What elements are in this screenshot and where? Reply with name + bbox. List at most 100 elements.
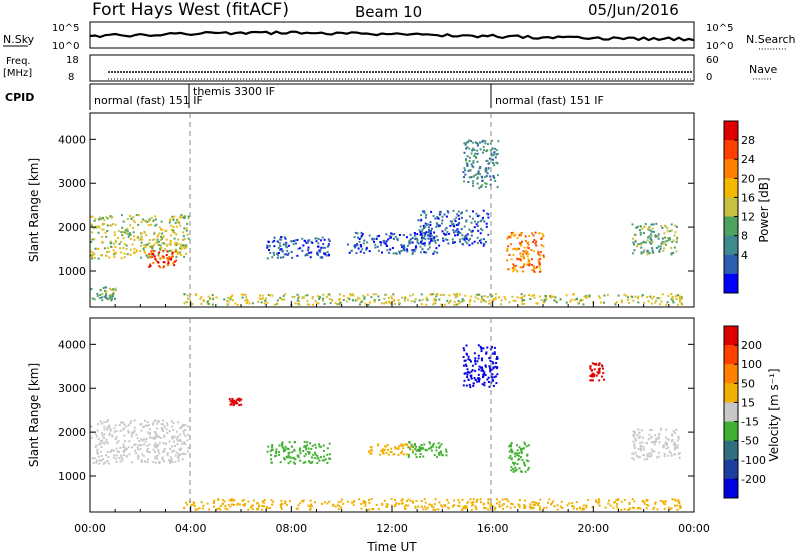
echo-cell [473, 149, 476, 151]
echo-cell [318, 249, 321, 252]
echo-cell [106, 224, 109, 227]
echo-cell [150, 216, 153, 219]
echo-cell [90, 250, 93, 253]
echo-cell [489, 370, 492, 373]
echo-cell [413, 232, 416, 234]
echo-cell [458, 501, 461, 504]
echo-cell [390, 447, 393, 450]
echo-cell [642, 446, 645, 449]
echo-cell [479, 141, 481, 144]
echo-cell [640, 246, 643, 249]
echo-cell [651, 297, 654, 300]
echo-cell [109, 429, 112, 432]
echo-cell [522, 253, 525, 256]
echo-cell [532, 240, 535, 243]
echo-cell [453, 218, 456, 221]
echo-cell [346, 243, 349, 246]
echo-cell [186, 503, 189, 506]
echo-cell [477, 373, 480, 376]
echo-cell [326, 251, 329, 254]
echo-cell [168, 243, 171, 245]
echo-cell [163, 434, 166, 437]
echo-cell [639, 229, 641, 232]
echo-cell [533, 270, 536, 273]
echo-cell [419, 251, 422, 254]
echo-cell [115, 457, 118, 460]
echo-cell [360, 503, 363, 506]
echo-cell [328, 453, 331, 456]
echo-cell [97, 257, 100, 260]
echo-cell [597, 368, 600, 371]
echo-cell [169, 243, 172, 246]
echo-cell [368, 508, 371, 511]
echo-cell [162, 451, 165, 453]
echo-cell [568, 502, 571, 505]
echo-cell [174, 444, 177, 447]
echo-cell [286, 447, 289, 450]
echo-cell [186, 301, 188, 304]
echo-cell [473, 155, 476, 158]
echo-cell [602, 367, 604, 370]
echo-cell [623, 293, 626, 296]
echo-cell [654, 434, 657, 437]
echo-cell [423, 244, 426, 247]
echo-cell [304, 446, 307, 449]
echo-cell [469, 237, 472, 240]
echo-cell [396, 447, 399, 450]
echo-cell [296, 299, 299, 302]
echo-cell [409, 241, 412, 244]
echo-cell [156, 422, 159, 425]
echo-cell [303, 440, 306, 443]
echo-cell [537, 504, 540, 506]
echo-cell [405, 453, 408, 456]
echo-cell [519, 266, 522, 269]
echo-cell [380, 244, 383, 247]
echo-cell [537, 250, 540, 253]
echo-cell [492, 379, 495, 382]
echo-cell [463, 167, 466, 170]
echo-cell [415, 456, 418, 459]
echo-cell [162, 236, 165, 239]
echo-cell [539, 498, 542, 501]
echo-cell [251, 504, 253, 507]
echo-cell [132, 226, 135, 229]
echo-cell [461, 211, 463, 214]
echo-cell [174, 250, 177, 253]
echo-cell [597, 498, 600, 501]
echo-cell [180, 248, 183, 251]
echo-cell [538, 232, 541, 235]
echo-cell [432, 237, 435, 240]
echo-cell [411, 500, 414, 503]
echo-cell [373, 240, 375, 243]
echo-cell [448, 232, 451, 235]
echo-cell [485, 507, 487, 510]
nave-tick-top: 60 [706, 55, 719, 66]
echo-cell [670, 293, 673, 295]
echo-cell [158, 226, 161, 229]
echo-cell [403, 249, 406, 252]
echo-cell [598, 362, 601, 365]
echo-cell [463, 151, 466, 154]
echo-cell [287, 456, 290, 459]
echo-cell [494, 156, 497, 159]
echo-cell [675, 250, 678, 253]
echo-cell [468, 176, 471, 179]
echo-cell [428, 441, 431, 444]
echo-cell [236, 402, 239, 405]
echo-cell [379, 241, 382, 244]
colorbar-segment [724, 440, 738, 461]
echo-cell [389, 450, 392, 453]
echo-cell [650, 230, 653, 233]
echo-cell [592, 379, 594, 382]
echo-cell [169, 218, 171, 221]
echo-cell [414, 448, 417, 450]
echo-cell [265, 507, 268, 510]
echo-cell [626, 299, 629, 302]
echo-cell [458, 302, 461, 305]
echo-cell [400, 451, 403, 454]
echo-cell [132, 231, 135, 234]
echo-cell [131, 431, 134, 434]
echo-cell [292, 243, 295, 246]
echo-cell [569, 300, 572, 303]
echo-cell [261, 508, 264, 511]
